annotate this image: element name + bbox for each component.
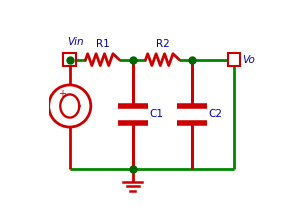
- Bar: [63, 53, 76, 66]
- Text: Vo: Vo: [242, 55, 255, 65]
- Text: +: +: [59, 89, 67, 99]
- Text: Vin: Vin: [68, 37, 84, 47]
- Text: R2: R2: [156, 39, 169, 49]
- Bar: [228, 53, 240, 66]
- Text: C2: C2: [209, 109, 223, 119]
- Text: C1: C1: [150, 109, 164, 119]
- Text: R1: R1: [95, 39, 109, 49]
